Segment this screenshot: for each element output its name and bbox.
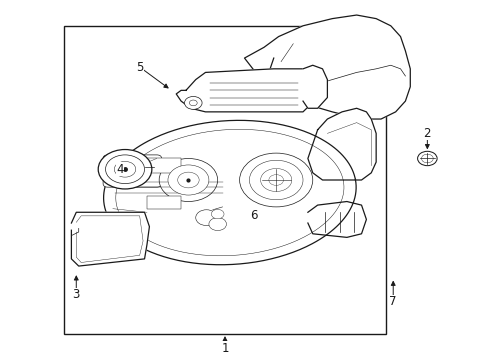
Circle shape bbox=[417, 151, 436, 166]
Text: 3: 3 bbox=[72, 288, 80, 301]
Polygon shape bbox=[71, 212, 149, 266]
Text: 2: 2 bbox=[423, 127, 430, 140]
Circle shape bbox=[208, 218, 226, 230]
Circle shape bbox=[211, 210, 224, 219]
Bar bbox=[147, 196, 181, 209]
Circle shape bbox=[239, 153, 312, 207]
Polygon shape bbox=[176, 69, 322, 112]
Polygon shape bbox=[244, 15, 409, 119]
Circle shape bbox=[105, 155, 144, 184]
Text: 4: 4 bbox=[116, 163, 123, 176]
Text: 5: 5 bbox=[136, 60, 143, 73]
Bar bbox=[64, 26, 385, 334]
Circle shape bbox=[268, 175, 283, 185]
Circle shape bbox=[421, 154, 432, 163]
FancyBboxPatch shape bbox=[103, 155, 161, 187]
Polygon shape bbox=[307, 108, 375, 180]
Polygon shape bbox=[303, 65, 327, 108]
Text: 7: 7 bbox=[388, 296, 396, 309]
Circle shape bbox=[177, 172, 199, 188]
Circle shape bbox=[114, 161, 136, 177]
Circle shape bbox=[98, 149, 152, 189]
Ellipse shape bbox=[114, 164, 145, 178]
Circle shape bbox=[195, 210, 217, 226]
Circle shape bbox=[184, 96, 202, 109]
Circle shape bbox=[260, 168, 291, 192]
Circle shape bbox=[167, 165, 208, 195]
Circle shape bbox=[249, 160, 303, 200]
Circle shape bbox=[189, 100, 197, 106]
Bar bbox=[147, 158, 181, 173]
Circle shape bbox=[159, 158, 217, 202]
Polygon shape bbox=[103, 120, 355, 265]
Polygon shape bbox=[307, 202, 366, 237]
Text: 1: 1 bbox=[221, 342, 228, 355]
Text: 6: 6 bbox=[250, 210, 258, 222]
